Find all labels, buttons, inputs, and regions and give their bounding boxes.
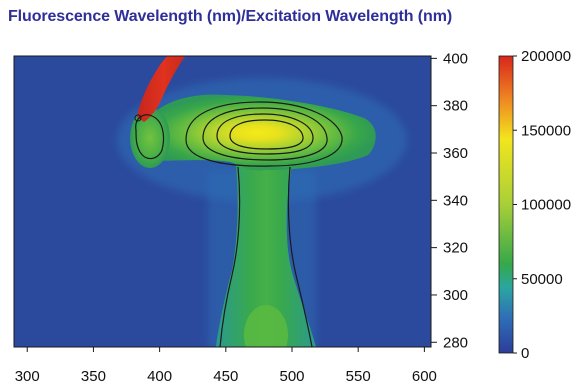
main-peak-region bbox=[139, 94, 376, 171]
scatter-band-region bbox=[137, 56, 186, 122]
colorbar-tick-label: 100000 bbox=[521, 197, 571, 214]
plot-frame bbox=[13, 55, 432, 348]
y-tick-label: 280 bbox=[443, 334, 468, 351]
vertical-column-region bbox=[216, 165, 316, 347]
contour-line bbox=[135, 114, 165, 160]
x-tick-label: 550 bbox=[346, 368, 371, 385]
colorbar-tick-label: 50000 bbox=[521, 271, 563, 288]
contour-line bbox=[287, 166, 313, 347]
x-tick-label: 400 bbox=[147, 368, 172, 385]
y-tick-label: 360 bbox=[443, 145, 468, 162]
x-tick-label: 450 bbox=[213, 368, 238, 385]
x-axis: 300 350 400 450 500 550 600 bbox=[15, 347, 437, 385]
y-tick-label: 340 bbox=[443, 192, 468, 209]
contour-line bbox=[219, 166, 241, 347]
y-axis: 400 380 360 340 320 300 280 bbox=[431, 50, 468, 351]
colorbar-axis: 200000 150000 100000 50000 0 bbox=[513, 48, 571, 362]
contour-lines bbox=[135, 101, 343, 347]
scatter-marker bbox=[134, 114, 142, 122]
colorbar-tick-label: 200000 bbox=[521, 48, 571, 65]
contour-line bbox=[229, 119, 304, 150]
y-tick-label: 300 bbox=[443, 287, 468, 304]
y-tick-label: 380 bbox=[443, 98, 468, 115]
x-tick-label: 600 bbox=[412, 368, 437, 385]
chart-title: Fluorescence Wavelength (nm)/Excitation … bbox=[8, 8, 453, 25]
x-tick-label: 350 bbox=[81, 368, 106, 385]
contour-line bbox=[216, 113, 314, 155]
y-tick-label: 400 bbox=[443, 50, 468, 67]
colorbar bbox=[498, 55, 514, 354]
column-bottom-region bbox=[244, 305, 288, 347]
colorbar-tick-label: 150000 bbox=[521, 122, 571, 139]
contour-line bbox=[202, 107, 328, 161]
y-tick-label: 320 bbox=[443, 240, 468, 257]
colorbar-tick-label: 0 bbox=[521, 345, 529, 362]
contour-line bbox=[185, 101, 343, 167]
x-tick-label: 300 bbox=[15, 368, 40, 385]
x-tick-label: 500 bbox=[279, 368, 304, 385]
